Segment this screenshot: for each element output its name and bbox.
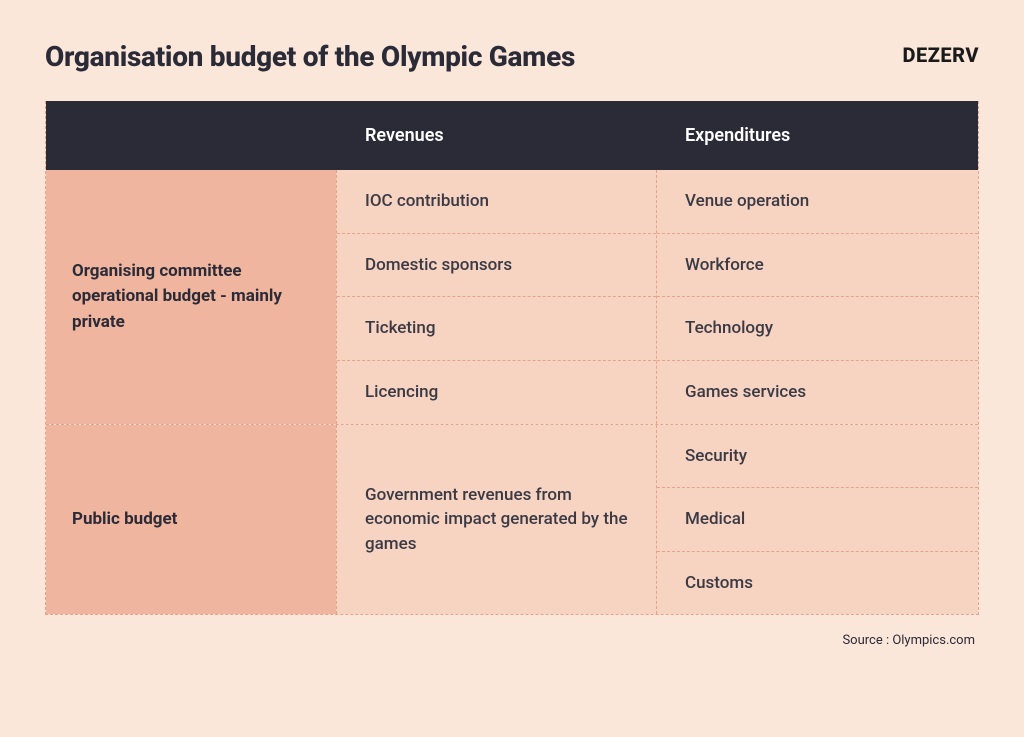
cell-expenditure: Technology: [657, 296, 978, 360]
cell-revenue: Ticketing: [337, 296, 656, 360]
revenues-private: IOC contribution Domestic sponsors Ticke…: [336, 170, 656, 424]
header-revenues: Revenues: [336, 101, 656, 170]
cell-revenue: Government revenues from economic impact…: [337, 425, 656, 615]
brand-logo: DEZERV: [903, 43, 979, 67]
rowhead-private: Organising committee operational budget …: [46, 170, 336, 424]
cells-private: IOC contribution Domestic sponsors Ticke…: [336, 170, 978, 424]
cell-expenditure: Medical: [657, 487, 978, 551]
cell-expenditure: Venue operation: [657, 170, 978, 233]
cell-expenditure: Workforce: [657, 233, 978, 297]
cell-revenue: Licencing: [337, 360, 656, 424]
header-expenditures: Expenditures: [656, 101, 978, 170]
cell-revenue: IOC contribution: [337, 170, 656, 233]
section-public: Public budget Government revenues from e…: [46, 424, 978, 615]
table-body: Organising committee operational budget …: [46, 170, 978, 614]
rowhead-public: Public budget: [46, 425, 336, 615]
cell-expenditure: Customs: [657, 551, 978, 615]
cells-public: Government revenues from economic impact…: [336, 425, 978, 615]
expenditures-public: Security Medical Customs: [656, 425, 978, 615]
expenditures-private: Venue operation Workforce Technology Gam…: [656, 170, 978, 424]
cell-expenditure: Games services: [657, 360, 978, 424]
budget-table: Revenues Expenditures Organising committ…: [45, 101, 979, 615]
page-title: Organisation budget of the Olympic Games: [45, 40, 575, 73]
cell-revenue: Domestic sponsors: [337, 233, 656, 297]
source-text: Source : Olympics.com: [45, 633, 979, 648]
cell-expenditure: Security: [657, 425, 978, 488]
revenues-public: Government revenues from economic impact…: [336, 425, 656, 615]
header: Organisation budget of the Olympic Games…: [45, 40, 979, 73]
section-private: Organising committee operational budget …: [46, 170, 978, 424]
header-blank: [46, 101, 336, 170]
table-header: Revenues Expenditures: [46, 101, 978, 170]
